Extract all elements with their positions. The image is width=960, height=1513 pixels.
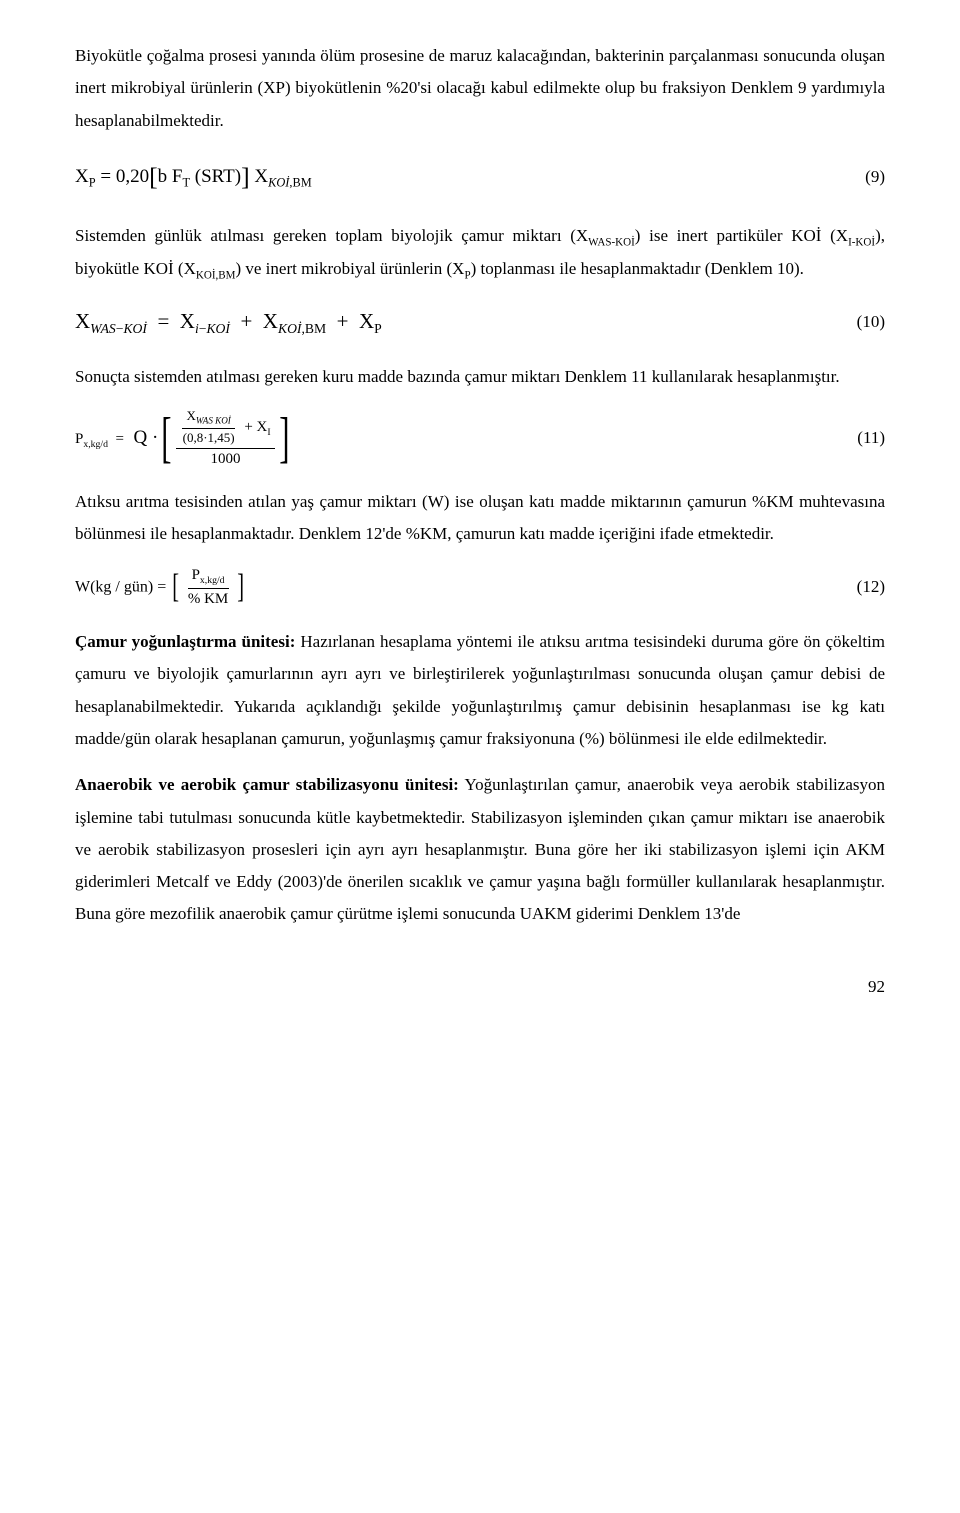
p2-e: ) toplanması ile hesaplanmaktadır (Denkl… <box>471 259 804 278</box>
sub-ikoi: I-KOİ <box>848 236 875 248</box>
section-thickening-title: Çamur yoğunlaştırma ünitesi: <box>75 632 295 651</box>
paragraph-eq10-desc: Sonuçta sistemden atılması gereken kuru … <box>75 361 885 393</box>
equation-12: W(kg / gün) = [ Px,kg/d % KM ] (12) <box>75 567 885 608</box>
equation-12-body: W(kg / gün) = [ Px,kg/d % KM ] <box>75 567 825 608</box>
sub-waskoi: WAS-KOİ <box>588 236 635 248</box>
section-stabilization-body: Yoğunlaştırılan çamur, anaerobik veya ae… <box>75 775 885 923</box>
equation-9: XP = 0,20[b FT (SRT)] XKOİ,BM (9) <box>75 153 885 202</box>
section-stabilization: Anaerobik ve aerobik çamur stabilizasyon… <box>75 769 885 930</box>
equation-10-number: (10) <box>825 306 885 338</box>
equation-9-number: (9) <box>825 161 885 193</box>
sub-koibm: KOİ,BM <box>196 269 236 281</box>
section-thickening: Çamur yoğunlaştırma ünitesi: Hazırlanan … <box>75 626 885 755</box>
equation-9-body: XP = 0,20[b FT (SRT)] XKOİ,BM <box>75 153 825 202</box>
eq12-den: % KM <box>188 589 229 608</box>
eq12-lhs: W(kg / gün) = <box>75 578 166 595</box>
equation-11-number: (11) <box>825 422 885 454</box>
paragraph-intro: Biyokütle çoğalma prosesi yanında ölüm p… <box>75 40 885 137</box>
equation-10-body: XWAS−KOİ = Xi−KOİ + XKOİ,BM + XP <box>75 302 825 342</box>
p2-b: ) ise inert partiküler KOİ (X <box>635 226 848 245</box>
equation-12-number: (12) <box>825 571 885 603</box>
equation-10: XWAS−KOİ = Xi−KOİ + XKOİ,BM + XP (10) <box>75 302 885 342</box>
eq11-denom: 1000 <box>176 449 274 468</box>
p2-d: ) ve inert mikrobiyal ürünlerin (X <box>235 259 464 278</box>
section-stabilization-title: Anaerobik ve aerobik çamur stabilizasyon… <box>75 775 459 794</box>
p2-a: Sistemden günlük atılması gereken toplam… <box>75 226 588 245</box>
eq11-coeff: (0,8·1,45) <box>182 429 234 446</box>
page-number: 92 <box>75 971 885 1003</box>
paragraph-eq9-desc: Sistemden günlük atılması gereken toplam… <box>75 220 885 287</box>
equation-11: Px,kg/d = Q · [ XWAS KOİ (0,8·1,45) + XI… <box>75 409 885 468</box>
paragraph-eq11-desc: Atıksu arıtma tesisinden atılan yaş çamu… <box>75 486 885 551</box>
equation-11-body: Px,kg/d = Q · [ XWAS KOİ (0,8·1,45) + XI… <box>75 409 825 468</box>
